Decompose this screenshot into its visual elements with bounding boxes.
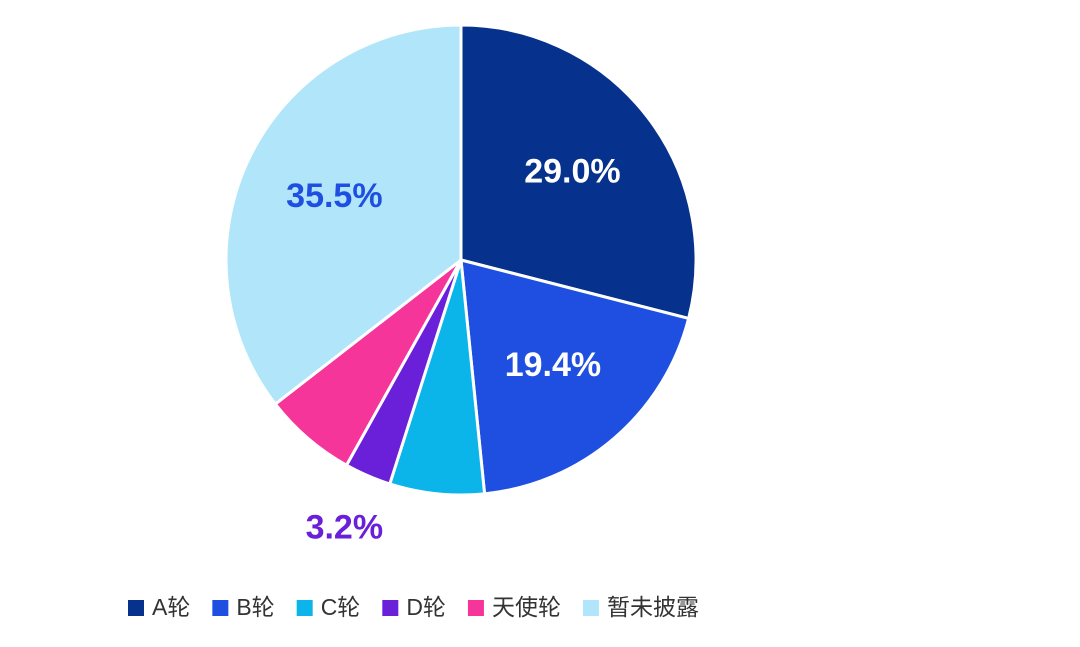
legend-label: C轮 [321,594,361,620]
legend-swatch [128,600,144,616]
legend-swatch [296,600,313,616]
legend-label: A轮 [152,594,190,620]
legend-swatch [212,600,229,616]
pie-slice [224,23,463,407]
data-label: 19.4% [505,346,601,384]
legend-label: 暂未披露 [607,594,699,620]
legend-swatch [582,600,599,616]
legend-swatch [382,600,399,616]
data-label: 35.5% [286,177,382,215]
legend-swatch [467,600,484,616]
pie-slice [459,23,698,321]
legend-label: B轮 [236,594,274,620]
pie-slice [459,258,691,496]
legend-label: 天使轮 [492,594,561,620]
data-label: 3.2% [306,509,384,547]
legend-label: D轮 [406,594,446,620]
data-label: 29.0% [524,153,620,191]
